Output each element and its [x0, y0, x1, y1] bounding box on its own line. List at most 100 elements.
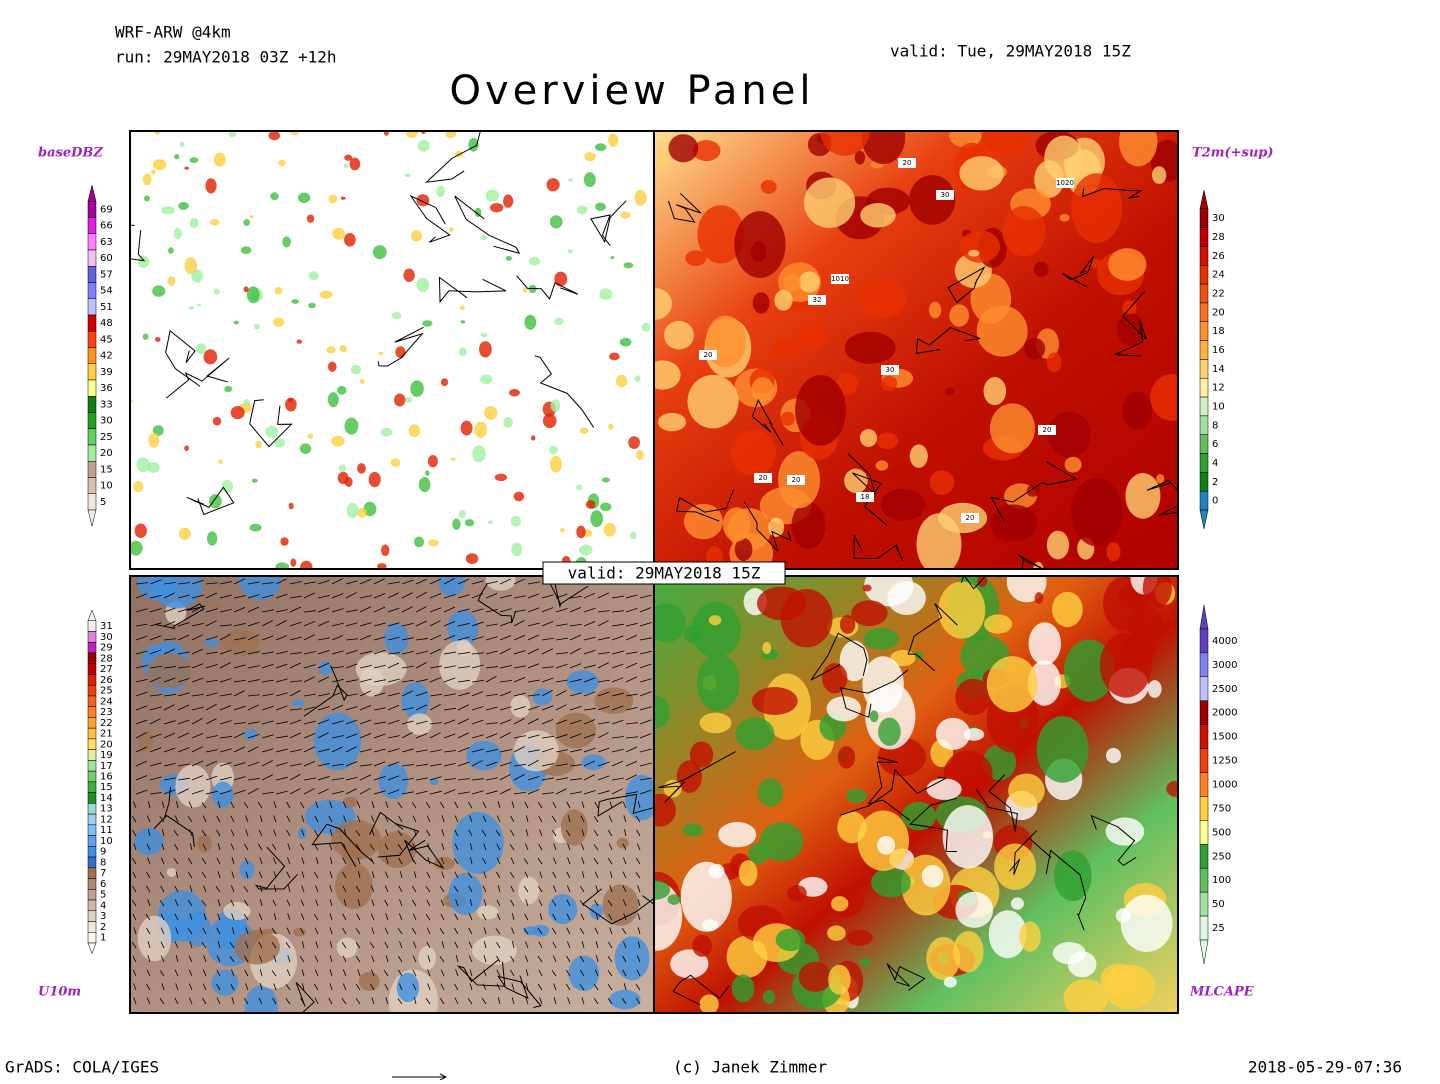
wind-arrow	[611, 610, 624, 613]
wind-arrow	[230, 815, 235, 823]
colorbar-tick-label: 54	[100, 286, 113, 297]
colorbar-tick-label: 750	[1212, 803, 1231, 814]
wind-arrow	[289, 690, 301, 697]
colorbar-segment	[87, 727, 97, 740]
map-blob	[1052, 942, 1086, 965]
wind-arrow	[233, 690, 245, 697]
map-blob	[880, 375, 898, 391]
wind-arrow	[537, 927, 543, 935]
wind-arrow	[343, 899, 347, 907]
wind-arrow	[145, 913, 151, 921]
map-blob	[960, 230, 1000, 263]
map-blob	[378, 831, 417, 869]
wind-arrow	[468, 955, 473, 963]
map-blob	[327, 392, 339, 408]
wind-arrow	[481, 997, 487, 1005]
wind-arrow	[345, 706, 358, 711]
wind-arrow	[415, 620, 428, 627]
map-blob	[167, 276, 176, 287]
wind-arrow	[622, 955, 627, 963]
wind-arrow	[454, 843, 459, 851]
colorbar-segment	[87, 298, 97, 316]
map-blob	[654, 360, 681, 390]
colorbar-segment	[87, 674, 97, 686]
wind-arrow	[331, 735, 344, 739]
wind-arrow	[455, 969, 459, 977]
wind-arrow	[625, 651, 638, 655]
border-line	[130, 229, 146, 262]
wind-arrow	[271, 970, 277, 977]
border-line	[404, 839, 445, 870]
map-blob	[445, 131, 457, 139]
colorbar-segment	[1199, 359, 1209, 379]
wind-arrow	[329, 857, 333, 865]
wind-arrow	[146, 927, 151, 935]
map-blob	[670, 949, 709, 979]
wind-arrow	[286, 927, 291, 935]
wind-arrow	[289, 749, 302, 753]
wind-arrow	[273, 983, 277, 991]
colorbar-segment	[1199, 246, 1209, 266]
wind-arrow	[345, 693, 358, 697]
wind-arrow	[261, 635, 274, 641]
map-blob	[308, 302, 316, 309]
map-blob	[697, 205, 745, 264]
border-line	[667, 193, 702, 223]
map-blob	[609, 989, 641, 1010]
colorbar-segment	[87, 770, 97, 783]
map-blob	[750, 240, 767, 263]
wind-arrow	[233, 776, 246, 781]
wind-arrow	[495, 829, 501, 837]
map-blob	[528, 284, 537, 294]
wind-arrow	[355, 843, 361, 851]
wind-arrow	[457, 594, 470, 599]
wind-arrow	[593, 983, 599, 991]
wind-arrow	[231, 997, 235, 1005]
colorbar-tick-label: 30	[100, 416, 113, 427]
wind-arrow	[441, 829, 445, 837]
wind-arrow	[147, 829, 151, 837]
map-blob	[938, 581, 986, 639]
wind-arrow	[387, 761, 400, 767]
wind-arrow	[135, 719, 148, 725]
map-blob	[391, 311, 402, 320]
wind-arrow	[555, 749, 568, 753]
wind-arrow	[457, 718, 469, 725]
wind-arrow	[583, 592, 596, 599]
colorbar-segment	[1199, 227, 1209, 247]
wind-arrow	[398, 857, 403, 865]
wind-arrow	[471, 580, 484, 585]
wind-arrow	[524, 801, 529, 809]
colorbar-segment	[87, 684, 97, 697]
wind-arrow	[510, 899, 515, 907]
wind-arrow	[329, 955, 333, 963]
wind-arrow	[471, 652, 484, 655]
wind-arrow	[439, 801, 445, 809]
wind-arrow	[637, 941, 641, 949]
map-blob	[928, 301, 942, 319]
wind-arrow	[525, 815, 529, 823]
map-label: 20	[759, 474, 768, 482]
wind-arrow	[566, 955, 571, 963]
wind-arrow	[135, 593, 148, 599]
map-blob	[620, 211, 631, 219]
wind-arrow	[607, 983, 613, 991]
map-blob	[184, 257, 198, 275]
map-blob	[211, 781, 234, 808]
wind-arrow	[261, 651, 274, 655]
wind-arrow	[216, 927, 221, 935]
wind-arrow	[202, 997, 207, 1005]
wind-arrow	[625, 774, 637, 781]
map-label-box	[808, 295, 826, 305]
wind-arrow	[329, 899, 333, 907]
map-blob	[630, 531, 637, 540]
wind-arrow	[611, 692, 624, 697]
wind-arrow	[401, 679, 414, 683]
wind-arrow	[149, 694, 162, 697]
wind-arrow	[485, 593, 498, 599]
wind-arrow	[413, 941, 417, 949]
wind-arrow	[415, 650, 428, 655]
wind-arrow	[541, 777, 554, 781]
map-blob	[913, 651, 923, 660]
wind-arrow	[271, 942, 277, 949]
